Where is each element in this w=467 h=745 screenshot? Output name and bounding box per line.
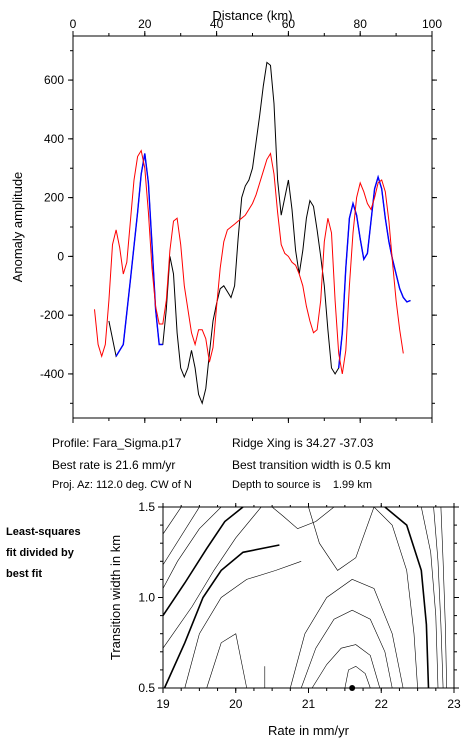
best-transition-width: Best transition width is 0.5 km <box>232 458 391 472</box>
contour-line <box>162 506 200 566</box>
x-tick-label: 40 <box>210 17 224 31</box>
x-tick-label: 100 <box>422 17 442 31</box>
contour-line <box>162 506 262 649</box>
y-tick-label: 1.5 <box>138 500 155 514</box>
contour-description: Least-squares fit divided by best fit <box>6 522 81 585</box>
y-tick-label: 600 <box>44 73 64 87</box>
source-depth: Depth to source is 1.99 km <box>232 479 373 491</box>
x-tick-label: 22 <box>375 697 389 711</box>
contour-line <box>162 506 182 535</box>
x-tick-label: 23 <box>447 697 461 711</box>
contour-line <box>184 561 302 689</box>
x-tick-label: 21 <box>302 697 316 711</box>
contour-line <box>308 506 375 571</box>
series-line <box>338 174 411 369</box>
best-fit-point <box>349 685 356 691</box>
ridge-crossing: Ridge Xing is 34.27 -37.03 <box>232 436 374 450</box>
contour-line <box>162 506 244 617</box>
contour-line <box>344 665 371 689</box>
contour-line <box>433 506 444 689</box>
y-axis-label: Transition width in km <box>108 535 123 660</box>
x-tick-label: 20 <box>138 17 152 31</box>
contour-line <box>206 633 247 689</box>
contour-line <box>373 506 418 689</box>
contour-line <box>162 506 222 589</box>
contour-line <box>384 506 430 689</box>
y-tick-label: 200 <box>44 191 64 205</box>
x-tick-label: 60 <box>282 17 296 31</box>
contour-description-line: Least-squares <box>6 526 81 538</box>
contour-line <box>271 506 335 530</box>
y-tick-label: 0 <box>57 249 64 263</box>
y-tick-label: 400 <box>44 132 64 146</box>
contour-line <box>300 609 393 689</box>
y-tick-label: 0.5 <box>138 681 155 695</box>
y-axis-label: Anomaly amplitude <box>10 172 25 283</box>
best-rate: Best rate is 21.6 mm/yr <box>52 458 176 472</box>
projection-azimuth: Proj. Az: 112.0 deg. CW of N <box>52 479 192 491</box>
profile-name: Profile: Fara_Sigma.p17 <box>52 436 182 450</box>
y-tick-label: 1.0 <box>138 591 155 605</box>
x-axis-label: Distance (km) <box>212 8 292 23</box>
series-line <box>115 153 163 357</box>
series-line <box>94 149 404 374</box>
contour-description-line: best fit <box>6 568 43 580</box>
x-tick-label: 80 <box>354 17 368 31</box>
contour-line <box>440 506 447 689</box>
x-tick-label: 20 <box>229 697 243 711</box>
x-tick-label: 19 <box>156 697 170 711</box>
contour-line <box>290 579 404 689</box>
y-tick-label: -400 <box>40 367 64 381</box>
contour-line <box>421 506 439 689</box>
x-tick-label: 0 <box>70 17 77 31</box>
contour-description-line: fit divided by <box>6 547 74 559</box>
x-axis-label: Rate in mm/yr <box>268 723 350 738</box>
y-tick-label: -200 <box>40 308 64 322</box>
contour-line <box>311 644 381 689</box>
contour-line <box>163 544 280 689</box>
